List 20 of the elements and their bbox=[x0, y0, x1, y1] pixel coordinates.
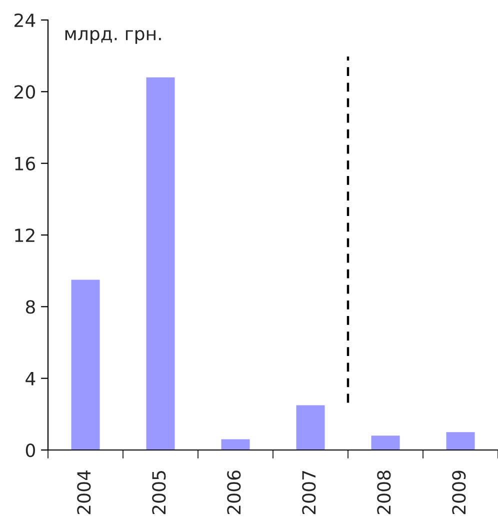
x-tick-label: 2009 bbox=[452, 470, 466, 514]
y-tick-label: 0 bbox=[26, 443, 35, 458]
x-tick-label: 2008 bbox=[377, 470, 391, 514]
bar bbox=[371, 436, 400, 450]
y-tick-label: 20 bbox=[14, 85, 35, 99]
bar bbox=[296, 405, 325, 450]
y-tick-label: 16 bbox=[15, 156, 36, 170]
y-tick-label: 4 bbox=[26, 372, 36, 386]
x-tick-label: 2007 bbox=[302, 470, 316, 514]
y-tick-label: 12 bbox=[15, 228, 34, 242]
bar bbox=[71, 280, 100, 450]
bar bbox=[446, 432, 475, 450]
x-tick-label: 2006 bbox=[227, 470, 241, 514]
x-tick-label: 2005 bbox=[152, 471, 166, 514]
bar bbox=[146, 77, 175, 450]
bar bbox=[221, 439, 250, 450]
y-tick-label: 8 bbox=[26, 300, 35, 314]
y-axis-title: млрд. грн. bbox=[65, 30, 161, 44]
y-tick-label: 24 bbox=[14, 13, 36, 27]
x-tick-label: 2004 bbox=[77, 470, 91, 514]
